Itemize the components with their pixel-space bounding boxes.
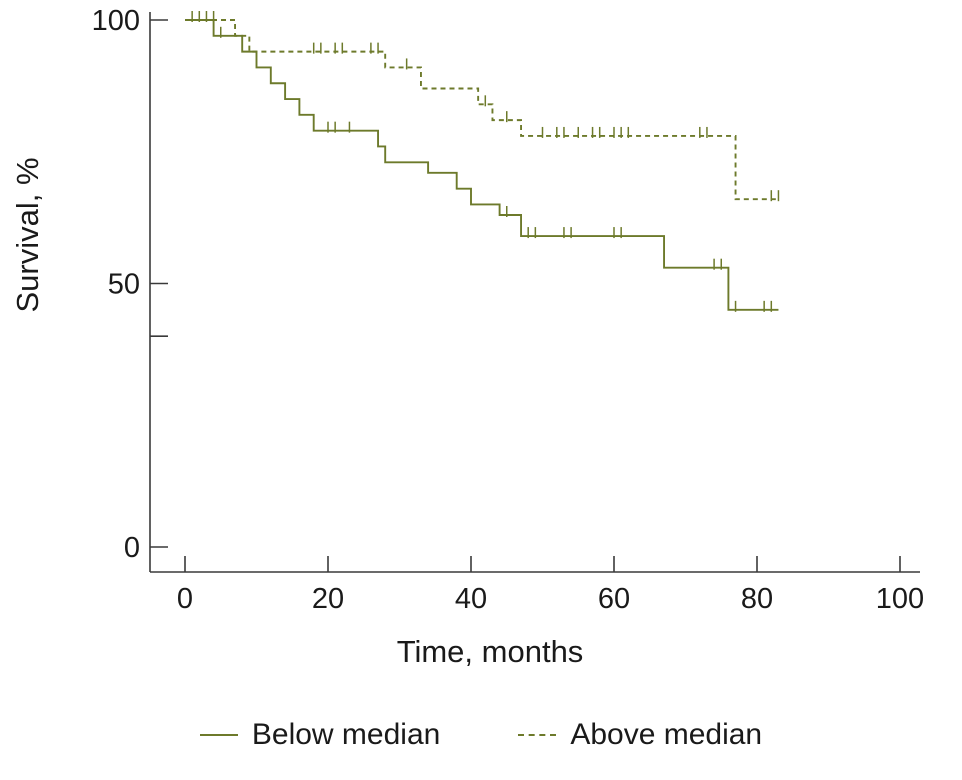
- legend-item-below-median: Below median: [199, 718, 441, 752]
- y-tick-label: 0: [124, 532, 140, 564]
- x-tick-label: 100: [876, 583, 924, 615]
- legend: Below median Above median: [0, 690, 962, 780]
- plot-axes: 0 20 40 60 80 100 0 50 100: [92, 5, 925, 615]
- legend-item-above-median: Above median: [518, 718, 762, 752]
- solid-line-sample-icon: [199, 734, 238, 736]
- x-tick-label: 40: [455, 583, 487, 615]
- y-tick-label: 50: [108, 269, 140, 301]
- x-tick-label: 60: [598, 583, 630, 615]
- y-axis-title: Survival, %: [10, 157, 45, 312]
- x-tick-label: 20: [312, 583, 344, 615]
- legend-label-above-median: Above median: [570, 718, 763, 751]
- x-tick-label: 0: [177, 583, 193, 615]
- dashed-line-sample-icon: [518, 734, 557, 736]
- survival-curve-below-median: [185, 19, 779, 311]
- x-tick-label: 80: [741, 583, 773, 615]
- x-axis-title: Time, months: [397, 634, 584, 669]
- series-group: [185, 11, 780, 312]
- km-plot-svg: 0 20 40 60 80 100 0 50 100 Survival, % Time, mon…: [10, 5, 925, 669]
- survival-curve-above-median: [185, 19, 779, 201]
- legend-label-below-median: Below median: [251, 718, 441, 751]
- y-tick-label: 100: [92, 5, 140, 37]
